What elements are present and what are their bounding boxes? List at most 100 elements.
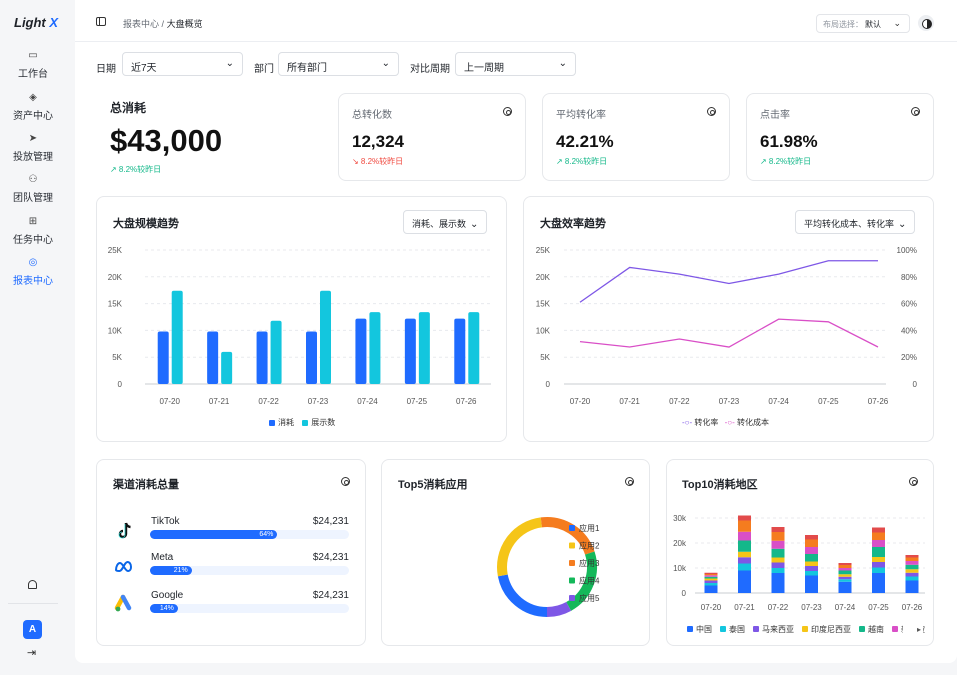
bar <box>404 318 416 384</box>
dept-select[interactable]: 所有部门 ⌄ <box>278 52 399 76</box>
sidebar-item-reports[interactable]: ◎ 报表中心 <box>0 257 66 287</box>
kpi-ctr: 点击率 61.98% ↗ 8.2%较昨日 <box>746 93 934 181</box>
bar <box>454 318 466 384</box>
stacked-bar-segment <box>872 547 885 557</box>
users-icon: ⚇ <box>28 174 38 185</box>
compare-filter-label: 对比周期 <box>410 64 450 75</box>
breadcrumb: 报表中心 / 大盘概览 <box>123 17 203 30</box>
sidebar-toggle-icon[interactable] <box>96 17 106 26</box>
channel-amount: $24,231 <box>312 552 349 563</box>
main-content: 报表中心 / 大盘概览 布局选择： 默认 ⌄ 日期 近7天 ⌄ 部门 所有部门 ⌄ 对… <box>75 0 957 663</box>
donut-slice <box>497 574 548 617</box>
legend-swatch <box>569 542 575 549</box>
stacked-bar-segment <box>805 575 818 593</box>
layers-icon: ◈ <box>29 92 37 103</box>
stacked-bar-segment <box>872 567 885 573</box>
y-tick-label: 10k <box>673 564 687 573</box>
stacked-bar-segment <box>771 527 785 532</box>
legend-label: 印度尼西亚 <box>811 624 851 634</box>
sidebar-item-campaigns[interactable]: ➤ 投放管理 <box>0 133 66 163</box>
stacked-bar-segment <box>738 520 751 532</box>
x-tick-label: 07-25 <box>407 397 428 406</box>
sidebar-item-label: 任务中心 <box>13 235 53 246</box>
compare-select[interactable]: 上一周期 ⌄ <box>455 52 576 76</box>
sidebar-item-tasks[interactable]: ⊞ 任务中心 <box>0 216 66 246</box>
x-tick-label: 07-23 <box>801 603 822 612</box>
channel-name: Meta <box>151 552 174 563</box>
y-tick-label: 15K <box>108 300 123 309</box>
bar <box>256 331 268 384</box>
settings-icon[interactable] <box>625 477 634 486</box>
scale-metric-dropdown[interactable]: 消耗、展示数 ⌄ <box>403 210 488 234</box>
bell-icon[interactable] <box>28 580 37 589</box>
dept-select-value: 所有部门 <box>287 63 327 74</box>
sidebar-item-label: 报表中心 <box>13 276 53 287</box>
legend-label: 转化率 <box>694 418 719 427</box>
donut-slice <box>546 601 572 617</box>
chevron-down-icon: ⌄ <box>470 219 479 230</box>
legend-label: 中国 <box>696 624 712 634</box>
stacked-bar-segment <box>738 563 751 571</box>
chart-legend: -○- 转化率 -○- 转化成本 <box>682 417 769 428</box>
efficiency-trend-chart: 25K 100% 20K 80% 15K 60% 10K 40% 5K 20% 0 0 07-20 07-… <box>536 246 918 406</box>
y-tick-label: 0 <box>118 380 123 389</box>
settings-icon[interactable] <box>341 477 350 486</box>
top10-regions-card: Top10消耗地区 30k 20k 10k 0 07-20 07-21 07-22 07-23… <box>666 459 934 646</box>
stacked-bar-segment <box>771 540 785 549</box>
avatar[interactable]: A <box>23 620 42 639</box>
breadcrumb-parent[interactable]: 报表中心 <box>123 19 160 29</box>
send-icon: ➤ <box>28 133 38 144</box>
x-tick-label: 07-24 <box>768 397 789 406</box>
logout-icon[interactable]: ⇥ <box>27 647 37 659</box>
stacked-bar-segment <box>738 531 751 541</box>
stacked-bar-segment <box>905 555 919 558</box>
stacked-bar-segment <box>838 579 852 582</box>
settings-icon[interactable] <box>707 107 716 116</box>
settings-icon[interactable] <box>503 107 512 116</box>
stacked-bar-segment <box>704 585 718 593</box>
sidebar-item-assets[interactable]: ◈ 资产中心 <box>0 92 66 122</box>
top5-apps-donut: 应用1 应用2 应用3 应用4 应用5 <box>497 517 600 617</box>
efficiency-metric-dropdown[interactable]: 平均转化成本、转化率 ⌄ <box>795 210 916 234</box>
bar <box>207 331 219 384</box>
legend-marker: -○- <box>682 418 693 427</box>
stacked-bar-segment <box>905 569 919 573</box>
kpi-title: 总消耗 <box>110 101 147 115</box>
x-tick-label: 07-21 <box>734 603 755 612</box>
legend-label: 应用1 <box>579 523 600 533</box>
stacked-bar-segment <box>771 532 785 541</box>
legend-swatch <box>302 419 309 426</box>
channel-progress-fill: 64% <box>150 530 278 539</box>
sidebar-item-workbench[interactable]: ▭ 工作台 <box>0 50 66 80</box>
y-right-tick-label: 40% <box>901 326 917 335</box>
sidebar-item-team[interactable]: ⚇ 团队管理 <box>0 174 66 204</box>
bar <box>468 312 480 384</box>
y-right-tick-label: 60% <box>901 300 917 309</box>
theme-toggle-icon[interactable] <box>918 15 934 31</box>
date-filter-label: 日期 <box>96 64 116 75</box>
x-tick-label: 07-22 <box>768 603 789 612</box>
stacked-bar-segment <box>872 573 885 593</box>
stacked-bar-segment <box>738 557 751 564</box>
stacked-bar-segment <box>738 570 751 593</box>
kpi-value: 61.98% <box>760 132 818 151</box>
x-tick-label: 07-23 <box>719 397 740 406</box>
stacked-bar-segment <box>771 557 785 563</box>
settings-icon[interactable] <box>909 477 918 486</box>
settings-icon[interactable] <box>911 107 920 116</box>
meta-icon <box>113 555 137 579</box>
legend-label: 应用2 <box>579 541 600 551</box>
sidebar-item-label: 投放管理 <box>13 152 53 163</box>
donut-slice <box>497 517 543 577</box>
compare-select-value: 上一周期 <box>464 63 504 74</box>
stacked-bar-segment <box>805 554 818 562</box>
bar <box>369 312 381 384</box>
top5-apps-card: Top5消耗应用 应用1 应用2 应用3 应用4 应用5 <box>381 459 650 646</box>
stacked-bar-segment <box>838 565 852 568</box>
legend-swatch <box>569 560 575 566</box>
chevron-down-icon: ⌄ <box>893 18 901 28</box>
x-tick-label: 07-24 <box>835 603 856 612</box>
scale-trend-card: 大盘规模趋势 消耗、展示数 ⌄ 25K 20K 15K 10K 5K 0 07-20 07-21… <box>96 196 507 442</box>
layout-select[interactable]: 布局选择： 默认 ⌄ <box>816 14 910 33</box>
date-select[interactable]: 近7天 ⌄ <box>122 52 243 76</box>
